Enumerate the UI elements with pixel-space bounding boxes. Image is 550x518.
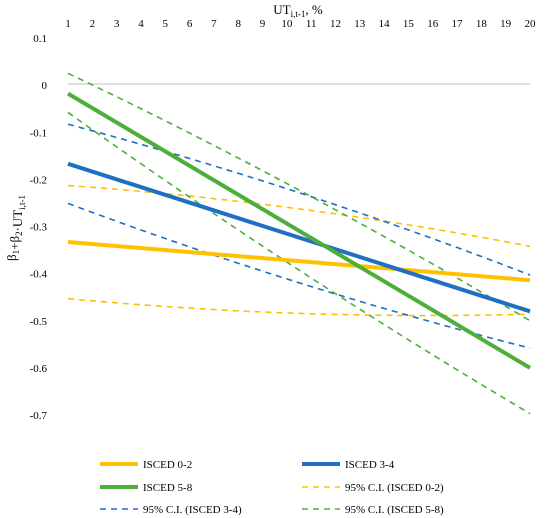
x-title-main: UT — [273, 2, 290, 17]
x-tick-label: 1 — [65, 18, 71, 30]
x-tick-label: 9 — [260, 18, 266, 30]
legend-label: ISCED 3-4 — [345, 459, 395, 471]
ci-line — [67, 184, 531, 248]
ci-line — [67, 123, 531, 276]
x-tick-label: 8 — [235, 18, 241, 30]
y-axis-ticks: 0.1 0 -0.1 -0.2 -0.3 -0.4 -0.5 -0.6 -0.7 — [30, 33, 48, 422]
y-title-part: +β — [7, 236, 22, 250]
legend-label: ISCED 5-8 — [143, 482, 193, 494]
y-title-part: ·UT — [10, 210, 25, 232]
y-tick-label: 0.1 — [33, 33, 47, 45]
y-tick-label: -0.2 — [30, 174, 47, 186]
ci-line — [67, 72, 531, 322]
x-tick-label: 11 — [306, 18, 317, 30]
x-axis-ticks: 1 2 3 4 5 6 7 8 9 10 11 12 13 14 15 16 17 18 19 20 — [65, 18, 536, 30]
x-tick-label: 13 — [354, 18, 366, 30]
plot-area — [66, 72, 532, 415]
y-tick-label: -0.7 — [30, 410, 48, 422]
legend-label: 95% C.I. (ISCED 5-8) — [345, 504, 444, 516]
x-tick-label: 16 — [427, 18, 439, 30]
x-tick-label: 12 — [330, 18, 341, 30]
y-tick-label: -0.4 — [30, 269, 48, 281]
x-axis-title: UTi,t-1, % — [273, 2, 323, 19]
x-tick-label: 2 — [90, 18, 96, 30]
y-title-sub: 2 — [14, 231, 24, 236]
x-tick-label: 18 — [476, 18, 488, 30]
y-title-sub: 1 — [11, 250, 21, 255]
x-tick-label: 6 — [187, 18, 193, 30]
x-tick-label: 19 — [500, 18, 512, 30]
y-tick-label: -0.3 — [30, 222, 48, 234]
series-line — [67, 161, 531, 314]
x-tick-label: 15 — [403, 18, 415, 30]
x-tick-label: 3 — [114, 18, 120, 30]
legend-label: ISCED 0-2 — [143, 459, 192, 471]
x-title-suffix: , % — [305, 2, 323, 17]
x-tick-label: 7 — [211, 18, 217, 30]
series-line — [66, 91, 532, 370]
y-tick-label: -0.1 — [30, 127, 47, 139]
legend: ISCED 0-2 ISCED 3-4 ISCED 5-8 95% C.I. (ISC… — [100, 459, 444, 516]
y-title-sub: i,t-1 — [17, 195, 27, 210]
y-tick-label: -0.6 — [30, 363, 48, 375]
y-title-part: β — [4, 254, 19, 261]
legend-label: 95% C.I. (ISCED 0-2) — [345, 482, 444, 494]
series-line — [67, 240, 531, 283]
x-tick-label: 5 — [163, 18, 169, 30]
y-tick-label: -0.5 — [30, 316, 48, 328]
legend-label: 95% C.I. (ISCED 3-4) — [143, 504, 242, 516]
x-tick-label: 4 — [138, 18, 144, 30]
x-tick-label: 20 — [525, 18, 537, 30]
x-tick-label: 17 — [452, 18, 464, 30]
x-tick-label: 14 — [379, 18, 391, 30]
ci-line — [67, 111, 531, 415]
ci-line — [67, 297, 531, 317]
y-tick-label: 0 — [42, 80, 48, 92]
x-tick-label: 10 — [281, 18, 293, 30]
x-title-sub: i,t-1 — [291, 9, 306, 19]
y-axis-title: β1+β2·UTi,t-1 — [4, 195, 27, 261]
